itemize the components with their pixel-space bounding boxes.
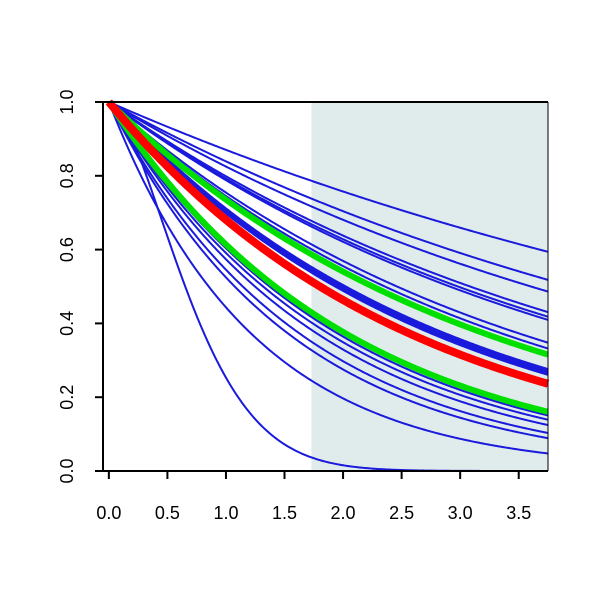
series-line-6 [108,101,549,321]
y-tick-label: 0.2 [57,385,77,410]
x-ticks: 0.0 0.5 1.0 1.5 2.0 2.5 3.0 3.5 [96,471,531,523]
y-tick-label: 0.6 [57,237,77,262]
x-tick-label: 3.0 [448,503,473,523]
y-tick-label: 0.4 [57,311,77,336]
x-tick-label: 2.5 [389,503,414,523]
series-line-7 [108,101,549,344]
series-line-22 [105,99,551,388]
y-tick-label: 0.0 [57,458,77,483]
series-line-16 [107,101,549,434]
series-line-3 [108,101,549,293]
y-ticks: 0.0 0.2 0.4 0.6 0.8 1.0 [57,89,103,484]
series-line-20 [106,99,550,358]
series-line-15 [107,101,549,427]
series-line-17 [107,101,549,440]
x-tick-label: 0.0 [96,503,121,523]
y-tick-label: 0.8 [57,163,77,188]
x-tick-label: 0.5 [155,503,180,523]
x-tick-label: 3.5 [506,503,531,523]
y-tick-label: 1.0 [57,89,77,114]
x-tick-label: 2.0 [331,503,356,523]
series-line-2 [108,101,549,281]
series-line-1 [108,101,549,253]
series-line-18 [107,101,549,455]
x-tick-label: 1.5 [272,503,297,523]
series-line-4 [108,101,549,314]
x-tick-label: 1.0 [213,503,238,523]
series-line-14 [108,101,549,421]
series-line-21 [106,100,550,415]
